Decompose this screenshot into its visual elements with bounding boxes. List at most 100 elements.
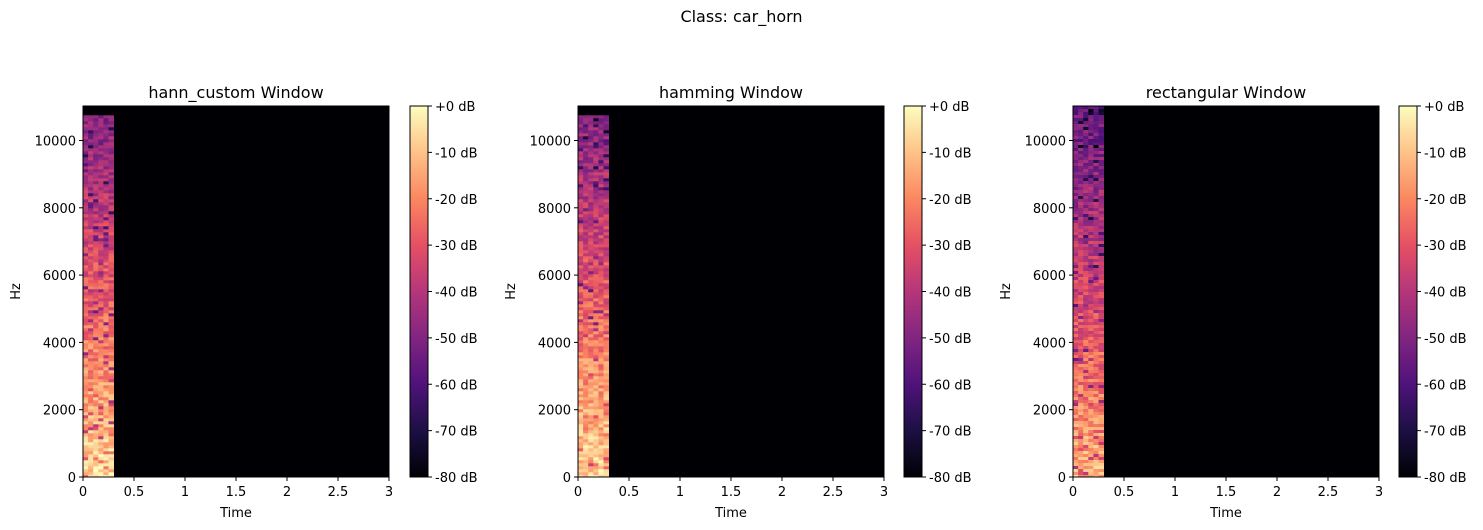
spectrogram-cell [83,133,89,137]
spectrogram-cell [88,316,94,320]
spectrogram-cell [598,262,604,266]
spectrogram-cell [603,355,609,359]
spectrogram-cell [593,385,599,389]
spectrogram-cell [583,178,589,182]
spectrogram-cell [98,376,104,380]
spectrogram-cell [1093,202,1099,206]
spectrogram-cell [1083,289,1089,293]
spectrogram-cell [1093,241,1099,245]
y-tick-label: 2000 [538,404,571,419]
spectrogram-cell [1078,322,1084,326]
spectrogram-cell [108,349,114,353]
colorbar-tick-label: -70 dB [1424,425,1467,440]
spectrogram-cell [583,403,589,407]
spectrogram-cell [1088,307,1094,311]
spectrogram-cell [583,382,589,386]
colorbar-tick-label: -60 dB [929,378,972,393]
spectrogram-cell [88,313,94,317]
spectrogram-cell [588,466,594,470]
spectrogram-cell [598,229,604,233]
spectrogram-cell [603,262,609,266]
spectrogram-cell [108,133,114,137]
y-tick-label: 0 [68,471,76,486]
y-tick-label: 6000 [538,269,571,284]
spectrogram-cell [1078,301,1084,305]
spectrogram-cell [578,241,584,245]
spectrogram-cell [1098,229,1104,233]
spectrogram-cell [88,451,94,455]
spectrogram-cell [83,418,89,422]
spectrogram-cell [1093,289,1099,293]
x-tick-label: 0 [79,485,87,500]
spectrogram-cell [1083,199,1089,203]
y-tick-label: 8000 [43,202,76,217]
spectrogram-cell [1093,343,1099,347]
spectrogram-cell [603,241,609,245]
spectrogram-cell [1073,352,1079,356]
spectrogram-cell [83,175,89,179]
spectrogram-cell [578,178,584,182]
spectrogram-cell [1088,166,1094,170]
spectrogram-cell [103,298,109,302]
spectrogram-cell [1083,475,1089,478]
spectrogram-cell [88,220,94,224]
spectrogram-cell [83,130,89,134]
spectrogram-cell [83,328,89,332]
spectrogram-cell [603,400,609,404]
spectrogram-cell [583,367,589,371]
spectrogram-cell [1073,457,1079,461]
spectrogram-cell [93,280,99,284]
spectrogram-cell [603,175,609,179]
spectrogram-cell [1073,235,1079,239]
spectrogram-cell [578,391,584,395]
spectrogram-cell [1083,232,1089,236]
spectrogram-cell [1073,322,1079,326]
spectrogram-cell [83,454,89,458]
spectrogram-cell [98,466,104,470]
spectrogram-cell [1073,127,1079,131]
spectrogram-cell [83,433,89,437]
spectrogram-cell [583,124,589,128]
spectrogram-cell [103,394,109,398]
spectrogram-cell [88,142,94,146]
spectrogram-cell [1073,355,1079,359]
spectrogram-cell [98,235,104,239]
spectrogram-cell [1073,292,1079,296]
spectrogram-cell [83,181,89,185]
spectrogram-cell [598,253,604,257]
spectrogram-cell [88,181,94,185]
spectrogram-cell [583,175,589,179]
spectrogram-cell [1078,460,1084,464]
spectrogram-cell [1098,331,1104,335]
spectrogram-cell [108,307,114,311]
spectrogram-cell [83,382,89,386]
spectrogram-cell [103,217,109,221]
spectrogram-cell [1093,421,1099,425]
spectrogram-cell [88,310,94,314]
spectrogram-cell [88,175,94,179]
spectrogram-cell [1073,391,1079,395]
spectrogram-cell [603,253,609,257]
spectrogram-cell [1088,181,1094,185]
spectrogram-cell [578,181,584,185]
spectrogram-cell [103,202,109,206]
spectrogram-cell [593,409,599,413]
spectrogram-cell [1083,118,1089,122]
spectrogram-cell [603,121,609,125]
spectrogram-cell [593,292,599,296]
spectrogram-cell [578,130,584,134]
spectrogram-cell [83,253,89,257]
spectrogram-cell [1093,235,1099,239]
spectrogram-cell [103,346,109,350]
spectrogram-cell [583,448,589,452]
spectrogram-cell [1083,304,1089,308]
spectrogram-cell [578,427,584,431]
spectrogram-cell [1078,232,1084,236]
spectrogram-cell [103,151,109,155]
spectrogram-cell [598,397,604,401]
spectrogram-cell [588,115,594,119]
y-axis-label: Hz [999,283,1014,300]
spectrogram-cell [1083,220,1089,224]
spectrogram-cell [1073,328,1079,332]
spectrogram-cell [598,268,604,272]
